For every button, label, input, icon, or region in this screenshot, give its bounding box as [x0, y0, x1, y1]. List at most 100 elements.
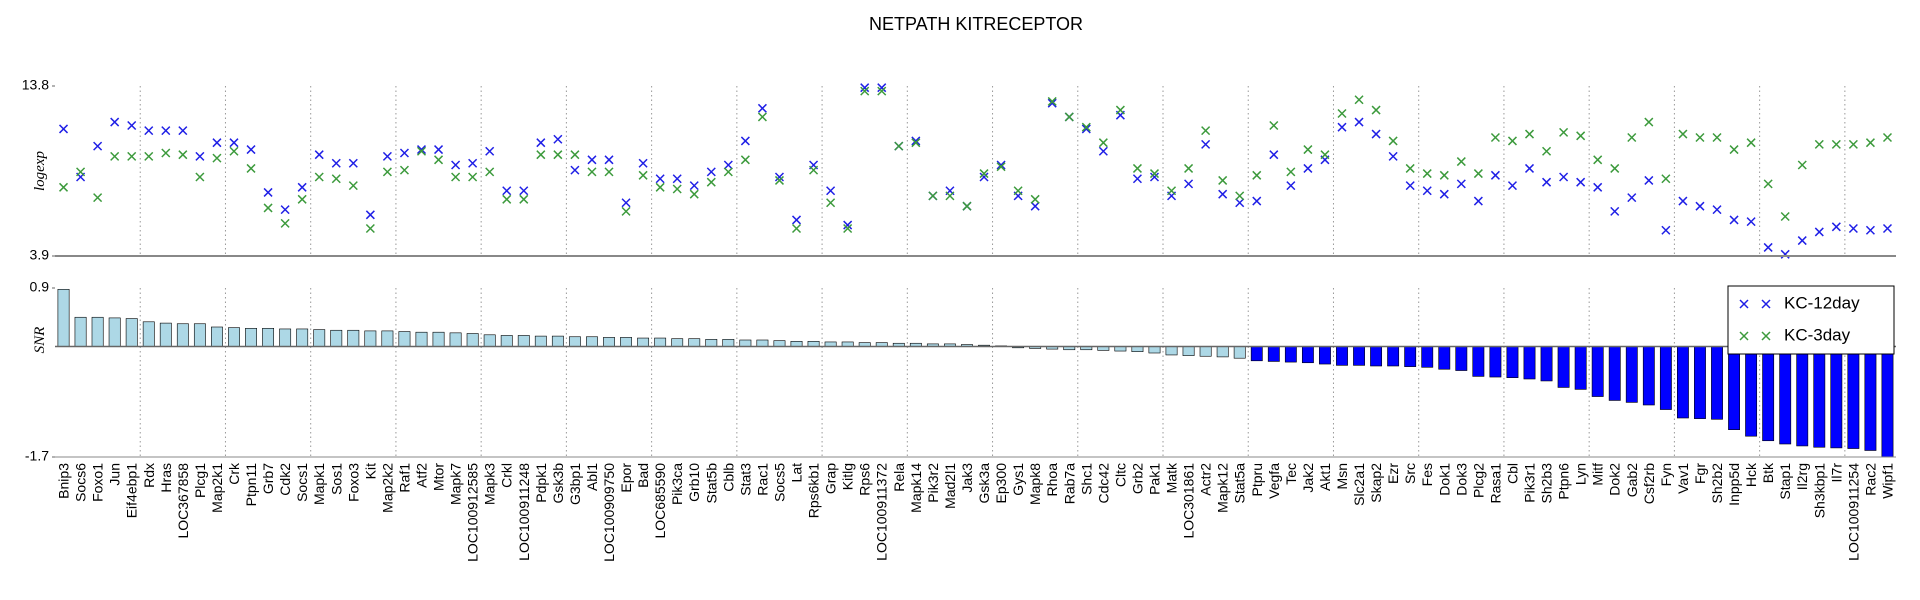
marker	[1814, 227, 1824, 237]
bar	[1830, 346, 1843, 449]
marker	[1252, 170, 1262, 180]
marker	[1269, 150, 1279, 160]
x-tick-label: Rac2	[1862, 463, 1878, 496]
x-tick-label: Matk	[1164, 462, 1180, 493]
marker	[1405, 163, 1415, 173]
bar	[449, 332, 462, 347]
bar	[1267, 346, 1280, 362]
x-tick-label: Rps6	[857, 463, 873, 496]
marker	[638, 170, 648, 180]
marker	[1473, 169, 1483, 179]
marker	[1132, 174, 1142, 184]
marker	[791, 215, 802, 225]
bar	[620, 337, 632, 347]
bar	[125, 318, 138, 347]
x-tick-label: Lat	[789, 463, 805, 483]
bar	[1284, 346, 1297, 363]
bar	[142, 321, 155, 347]
x-tick-label: Foxo1	[90, 463, 106, 502]
marker	[1661, 225, 1671, 235]
marker	[860, 83, 870, 93]
x-tick-label: Gsk3b	[550, 463, 566, 504]
marker	[1729, 145, 1739, 155]
x-tick-label: Fyn	[1658, 463, 1674, 486]
bar	[1216, 346, 1229, 358]
marker	[1627, 193, 1637, 203]
bar	[415, 331, 428, 347]
bar	[1694, 346, 1706, 419]
marker	[1371, 129, 1381, 139]
bar	[756, 339, 769, 347]
y-tick-label: 0.9	[30, 279, 50, 295]
marker	[843, 223, 853, 234]
x-tick-label: Sh2b3	[1539, 463, 1555, 504]
x-tick-label: Dok1	[1436, 463, 1452, 496]
marker	[655, 174, 665, 184]
x-tick-label: Shc1	[1078, 463, 1094, 495]
marker	[1184, 179, 1194, 189]
marker	[263, 203, 273, 213]
marker	[1814, 139, 1824, 149]
marker	[1388, 136, 1398, 146]
legend-marker	[1739, 331, 1749, 341]
y-tick-label: -1.7	[25, 448, 49, 464]
marker	[1149, 169, 1160, 179]
marker	[1865, 138, 1875, 148]
bar	[739, 339, 752, 347]
x-tick-label: Rasa1	[1487, 463, 1503, 504]
bar	[807, 340, 820, 347]
marker	[723, 167, 733, 177]
bar	[381, 330, 394, 347]
x-tick-label: Gys1	[1010, 463, 1026, 496]
marker	[1559, 172, 1569, 182]
bar	[347, 329, 360, 347]
marker	[911, 136, 921, 146]
marker	[1763, 179, 1773, 189]
x-tick-label: LOC367858	[175, 463, 191, 539]
x-tick-label: Grb2	[1129, 463, 1145, 494]
marker	[1610, 206, 1620, 216]
marker	[246, 145, 256, 155]
x-tick-label: Skap2	[1368, 463, 1384, 503]
x-tick-label: Wipf1	[1879, 463, 1895, 499]
x-tick-label: Tec	[1283, 463, 1299, 485]
marker	[1030, 201, 1040, 211]
marker	[229, 138, 239, 148]
chart-title: NETPATH KITRECEPTOR	[869, 14, 1083, 34]
x-tick-label: LOC100911248	[516, 463, 532, 561]
x-tick-label: G3bp1	[567, 463, 583, 505]
marker	[110, 151, 120, 161]
marker	[1593, 182, 1603, 192]
bar	[1336, 346, 1348, 366]
marker	[161, 148, 171, 158]
marker	[536, 150, 546, 160]
marker	[1797, 236, 1807, 246]
x-tick-label: Map2k2	[379, 463, 395, 513]
marker	[280, 205, 290, 215]
bar	[1199, 346, 1212, 357]
bar	[1421, 346, 1434, 368]
y-axis-label: SNR	[32, 327, 48, 354]
marker	[58, 182, 69, 192]
x-tick-label: LOC100912585	[465, 463, 481, 562]
bar	[1796, 346, 1809, 447]
marker	[1201, 139, 1211, 149]
marker	[212, 138, 222, 148]
marker	[1576, 131, 1586, 141]
x-tick-label: Vegfa	[1266, 463, 1282, 499]
marker	[945, 191, 955, 201]
marker	[1456, 179, 1466, 189]
x-tick-label: Src	[1402, 463, 1418, 484]
bar	[722, 339, 735, 347]
marker	[1354, 117, 1364, 127]
marker	[1490, 132, 1500, 143]
x-tick-label: Mtor	[431, 463, 447, 491]
x-tick-label: Abl1	[584, 463, 600, 491]
bar	[364, 330, 377, 347]
x-tick-label: Msn	[1334, 463, 1350, 489]
marker	[1320, 150, 1330, 160]
marker	[1831, 139, 1841, 149]
marker	[740, 136, 750, 146]
marker	[1064, 112, 1074, 122]
marker	[774, 175, 784, 185]
